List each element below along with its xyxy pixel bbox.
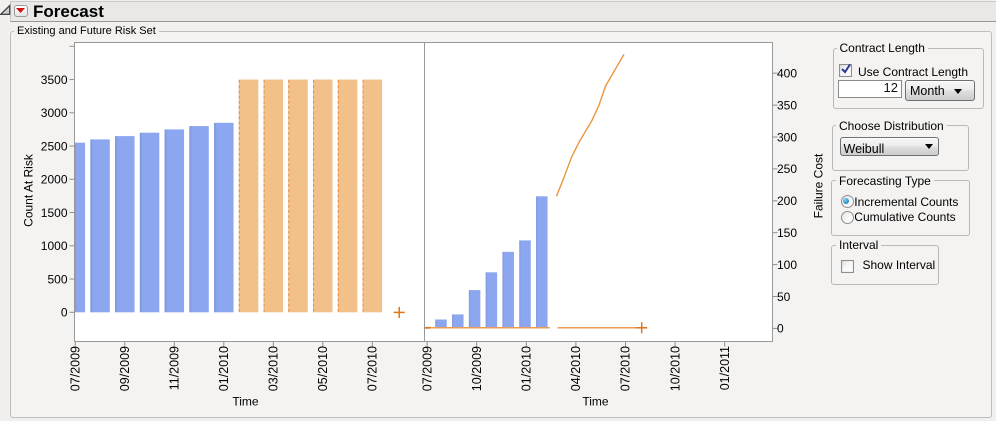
svg-text:50: 50 <box>777 290 791 304</box>
svg-text:150: 150 <box>777 226 797 240</box>
svg-text:09/2009: 09/2009 <box>118 346 132 391</box>
svg-text:11/2009: 11/2009 <box>168 346 182 390</box>
svg-text:07/2010: 07/2010 <box>366 346 380 391</box>
svg-text:350: 350 <box>777 98 797 112</box>
svg-text:10/2010: 10/2010 <box>668 346 682 391</box>
svg-text:400: 400 <box>777 67 797 81</box>
svg-text:3500: 3500 <box>41 73 68 87</box>
svg-text:1500: 1500 <box>41 206 68 220</box>
svg-text:Count At Risk: Count At Risk <box>22 153 36 227</box>
svg-text:04/2010: 04/2010 <box>569 346 583 391</box>
svg-text:2000: 2000 <box>41 173 68 187</box>
svg-text:2500: 2500 <box>41 139 68 153</box>
svg-text:07/2010: 07/2010 <box>619 346 633 391</box>
svg-text:05/2010: 05/2010 <box>316 346 330 391</box>
svg-text:3000: 3000 <box>41 106 68 120</box>
svg-text:01/2010: 01/2010 <box>217 346 231 391</box>
svg-text:Time: Time <box>582 395 609 409</box>
svg-text:01/2011: 01/2011 <box>718 346 732 390</box>
svg-text:10/2009: 10/2009 <box>470 346 484 391</box>
svg-text:1000: 1000 <box>41 239 68 253</box>
svg-text:250: 250 <box>777 162 797 176</box>
svg-text:0: 0 <box>777 322 784 336</box>
svg-text:07/2009: 07/2009 <box>69 346 83 391</box>
svg-text:01/2010: 01/2010 <box>520 346 534 391</box>
svg-text:500: 500 <box>47 272 67 286</box>
svg-text:Failure Cost: Failure Cost <box>812 153 826 218</box>
svg-text:300: 300 <box>777 130 797 144</box>
svg-text:100: 100 <box>777 258 797 272</box>
svg-text:0: 0 <box>61 306 68 320</box>
svg-text:07/2009: 07/2009 <box>420 346 434 391</box>
svg-text:03/2010: 03/2010 <box>267 346 281 391</box>
svg-text:200: 200 <box>777 194 797 208</box>
svg-text:Time: Time <box>232 395 259 409</box>
